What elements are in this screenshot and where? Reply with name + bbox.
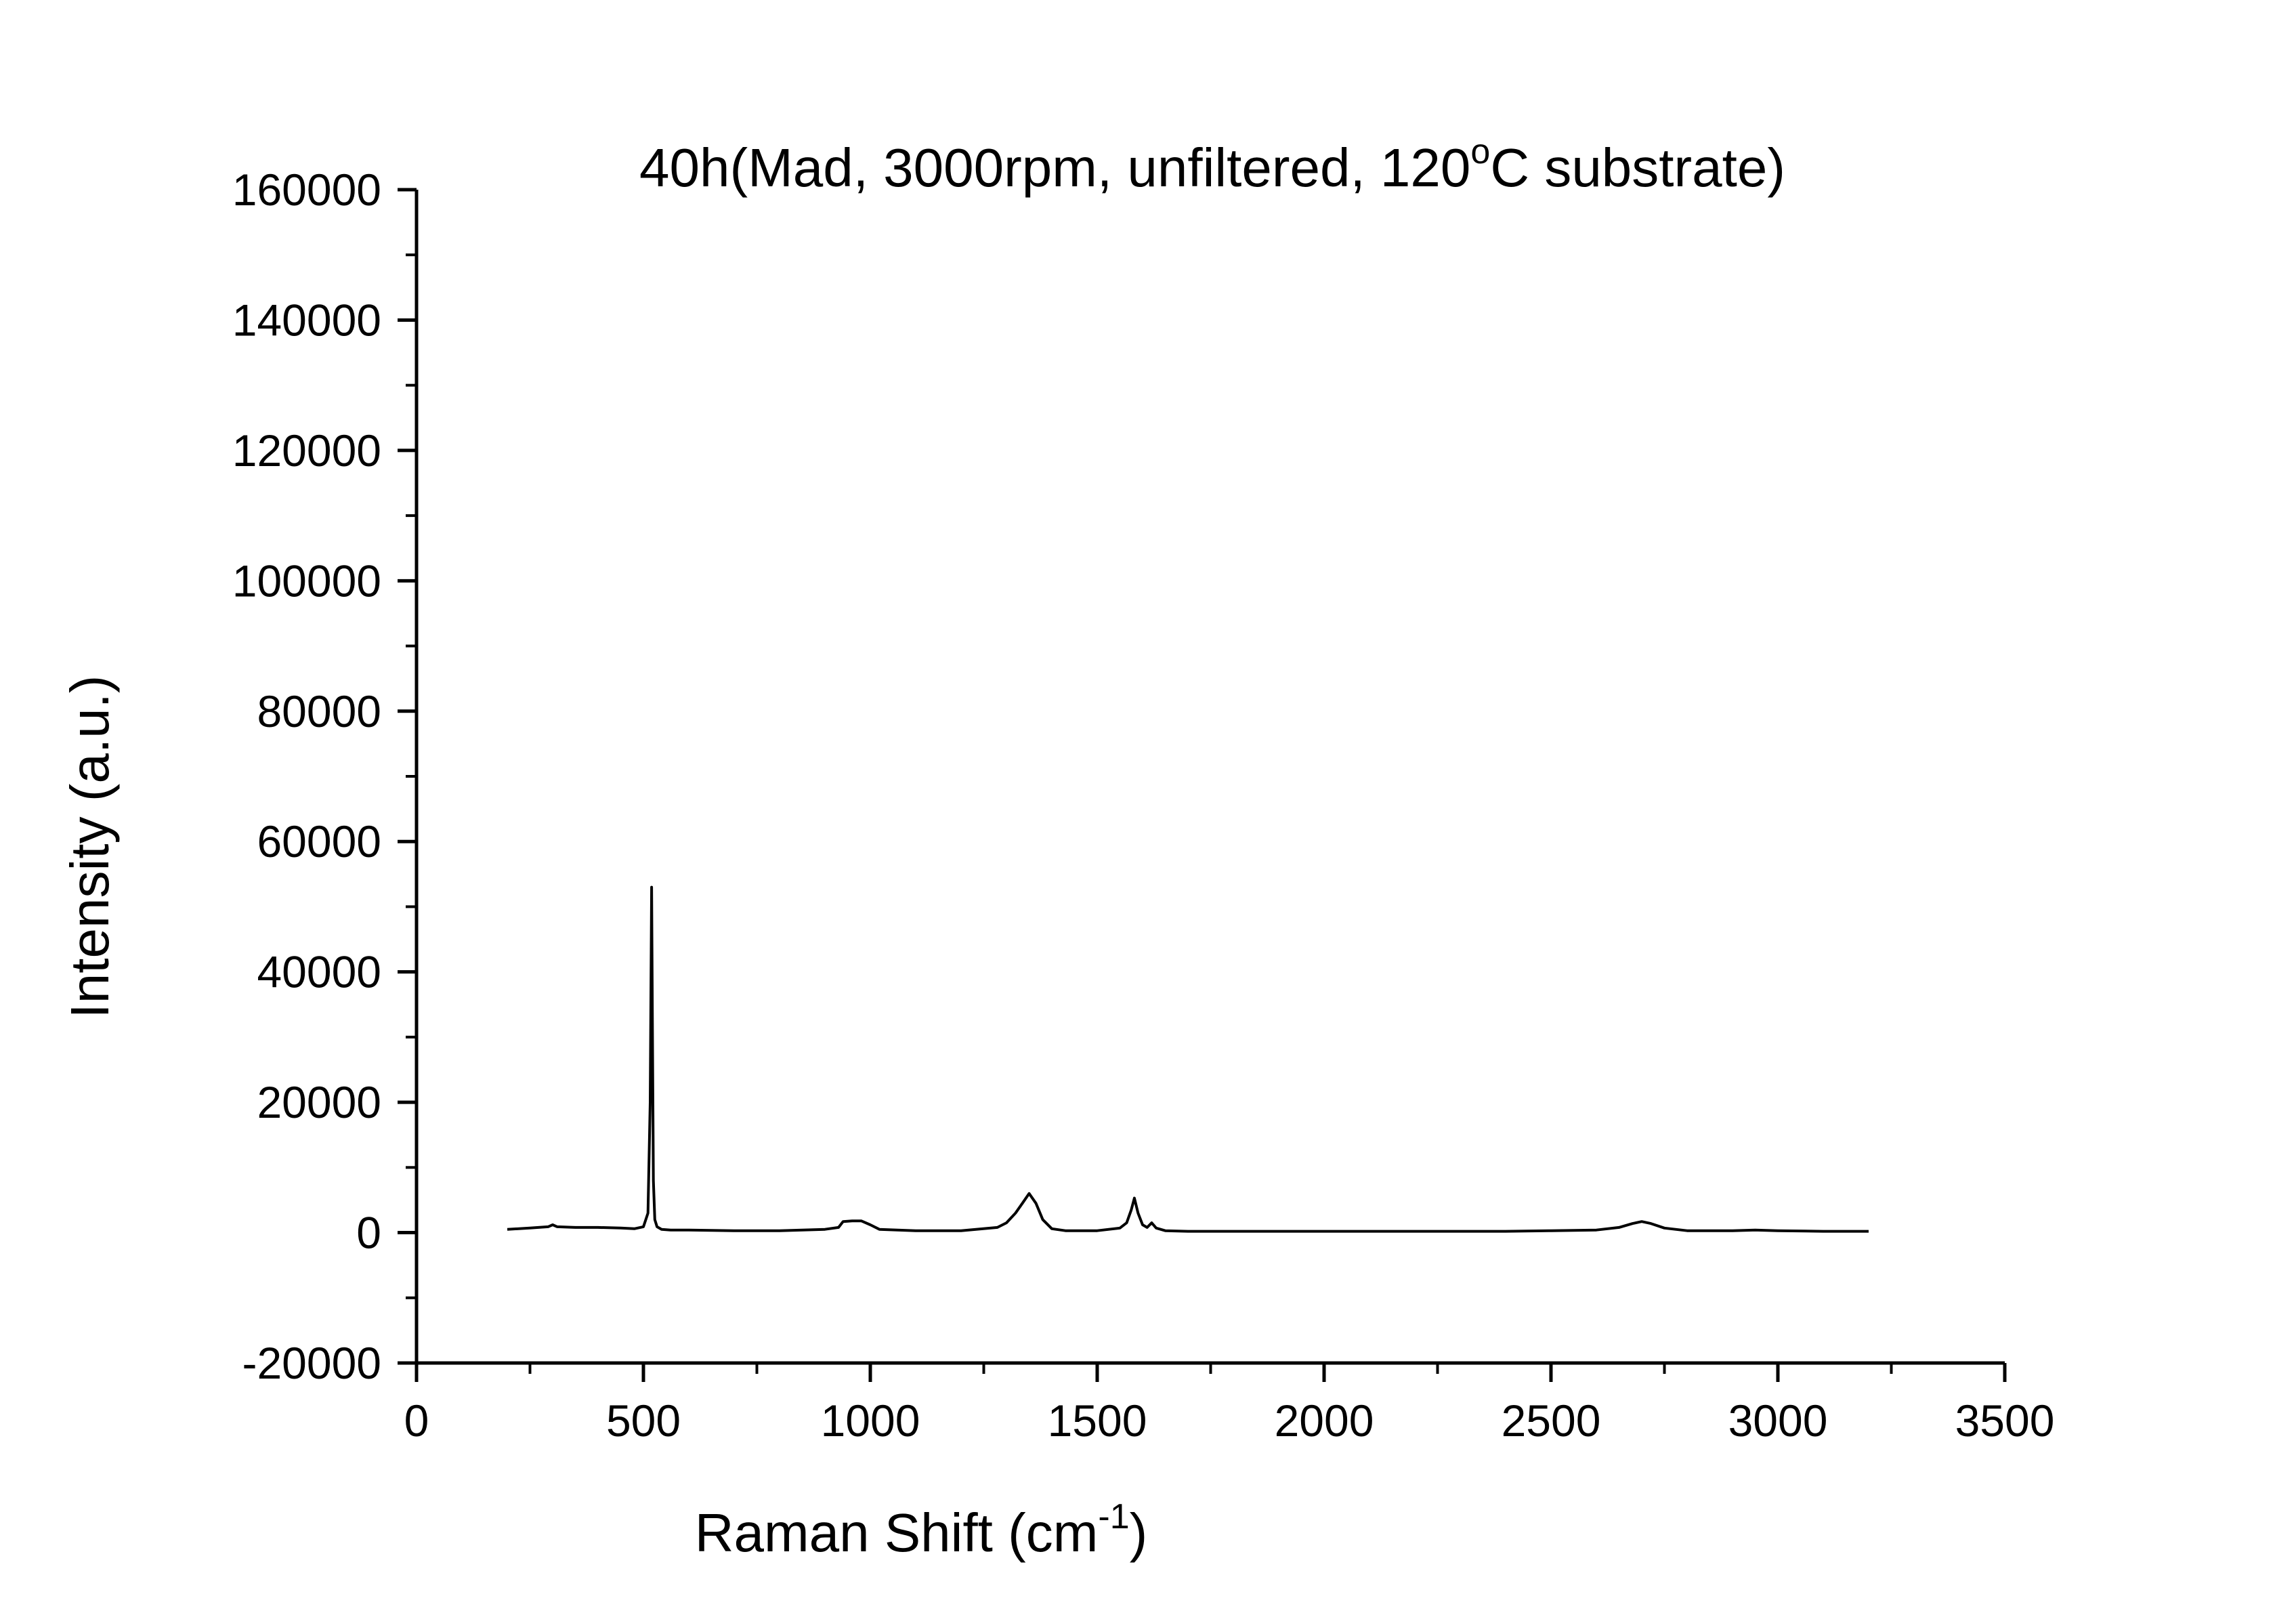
x-tick-label: 2500 xyxy=(1502,1396,1601,1446)
x-tick-label: 3500 xyxy=(1955,1396,2055,1446)
x-axis-label-superscript: -1 xyxy=(1098,1497,1129,1536)
chart-title: 40h(Mad, 3000rpm, unfiltered, 120oC subs… xyxy=(639,132,1785,198)
y-tick-label: 20000 xyxy=(257,1077,381,1127)
series-line xyxy=(507,885,1869,1233)
y-tick-label: 0 xyxy=(356,1208,381,1258)
x-tick-label: 500 xyxy=(606,1396,681,1446)
x-tick-label: 1500 xyxy=(1048,1396,1147,1446)
x-tick-label: 1000 xyxy=(821,1396,920,1446)
y-tick-label: 100000 xyxy=(232,555,381,606)
y-tick-label: 140000 xyxy=(232,295,381,345)
x-axis: 0 500 1000 1500 2000 2500 3000 3500 xyxy=(404,1361,2055,1446)
chart-title-superscript: o xyxy=(1470,132,1490,171)
y-tick-label: 160000 xyxy=(232,165,381,215)
x-axis-label: Raman Shift (cm-1) xyxy=(695,1497,1148,1563)
y-tick-label: 40000 xyxy=(257,947,381,997)
y-tick-label: -20000 xyxy=(242,1338,381,1388)
y-tick-label: 60000 xyxy=(257,816,381,866)
x-tick-label: 0 xyxy=(404,1396,429,1446)
x-tick-label: 3000 xyxy=(1728,1396,1828,1446)
y-axis: -20000 0 20000 40000 60000 80000 100000 120000 1… xyxy=(232,165,419,1388)
y-tick-label: 80000 xyxy=(257,686,381,736)
y-tick-label: 120000 xyxy=(232,425,381,476)
x-tick-label: 2000 xyxy=(1275,1396,1374,1446)
y-axis-label: Intensity (a.u.) xyxy=(60,675,120,1019)
